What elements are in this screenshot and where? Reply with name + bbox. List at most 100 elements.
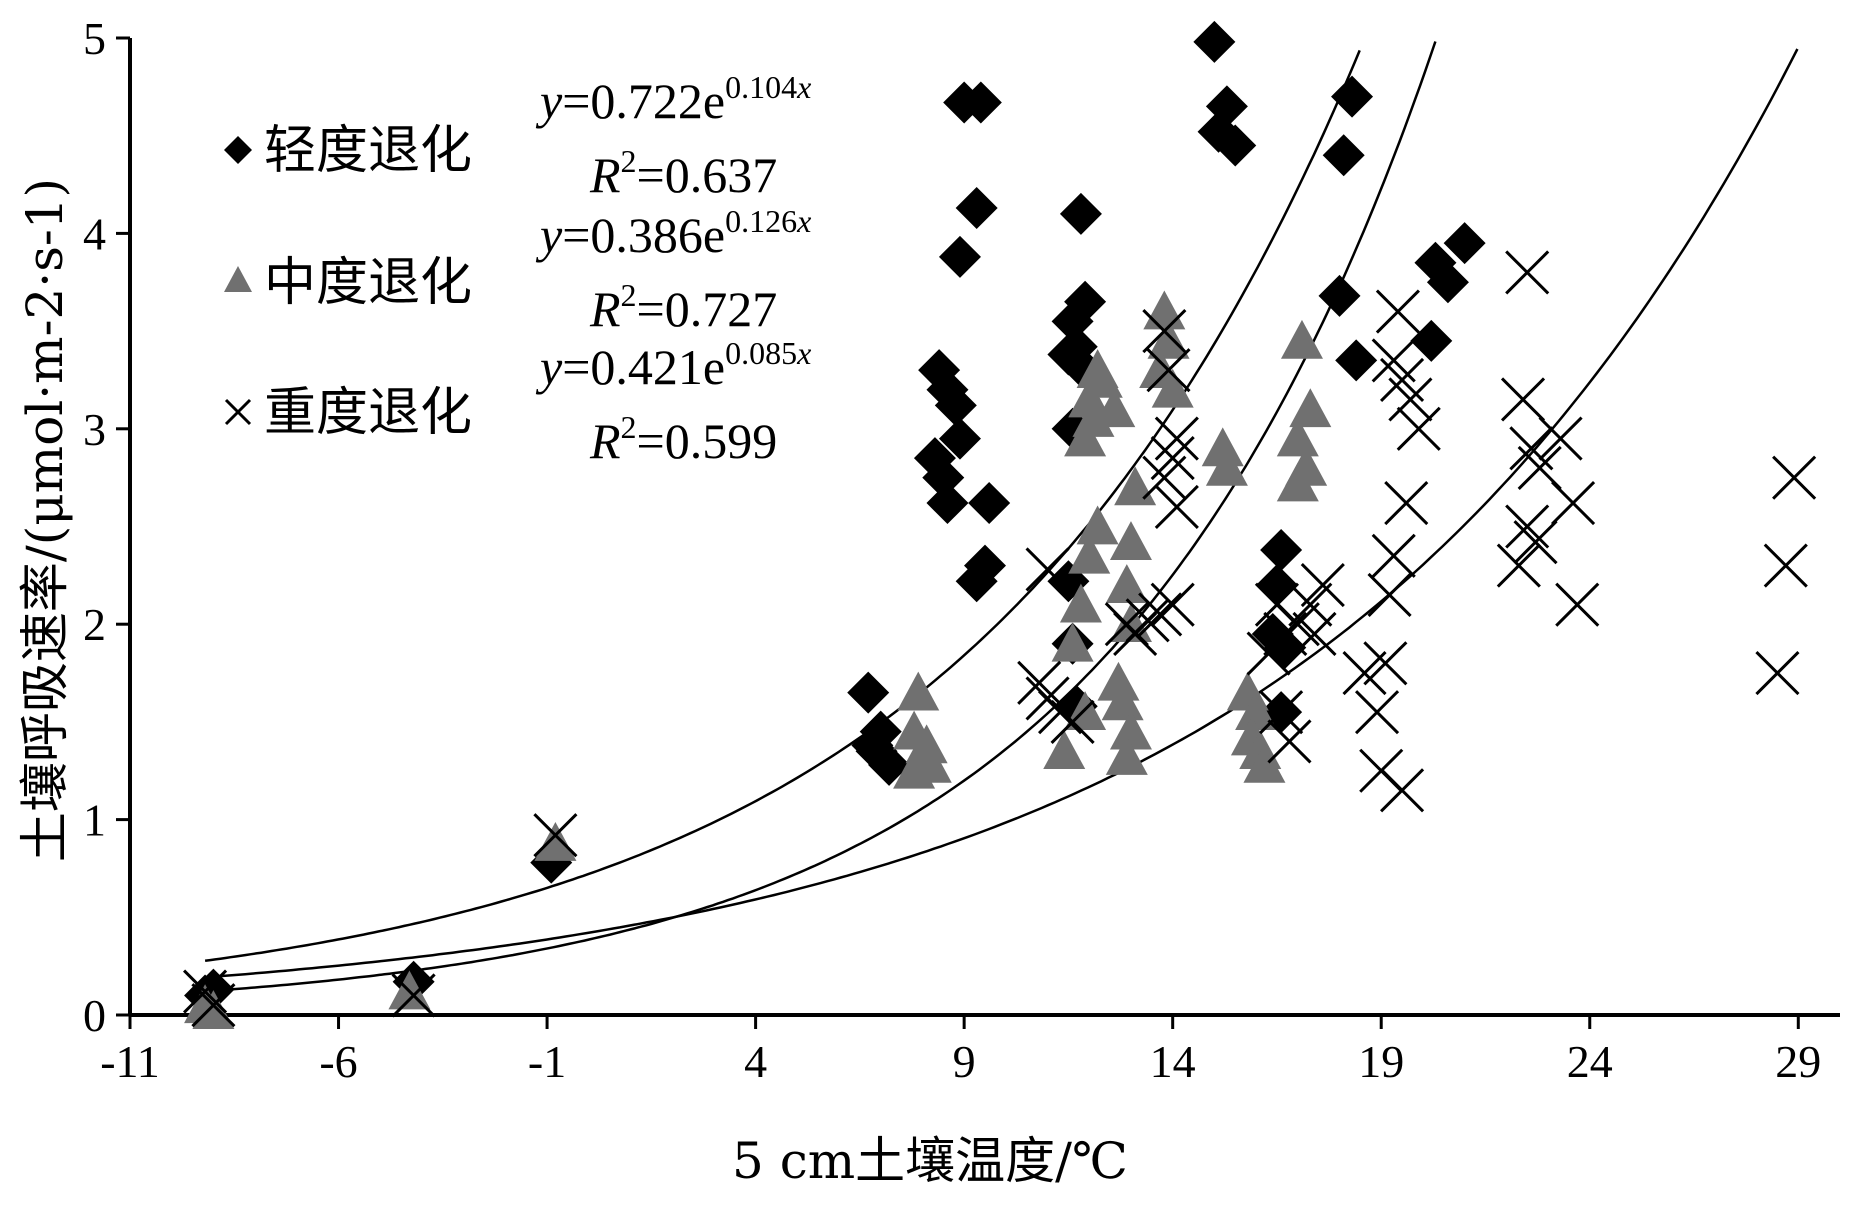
diamond-point bbox=[938, 235, 981, 278]
diamond-point bbox=[1322, 134, 1365, 177]
x-point bbox=[1017, 660, 1062, 705]
fit-curve-2 bbox=[204, 48, 1799, 979]
x-point bbox=[1142, 309, 1187, 354]
eq-severe-r2: =0.599 bbox=[637, 413, 778, 469]
triangle-point bbox=[1051, 622, 1094, 662]
x-tick-label: 24 bbox=[1567, 1036, 1613, 1087]
triangle-point bbox=[1072, 398, 1115, 437]
eq-mild-r-sup: 2 bbox=[621, 143, 637, 179]
x-point bbox=[391, 973, 436, 1018]
x-point bbox=[1125, 598, 1170, 643]
triangle-marker-icon bbox=[224, 266, 252, 292]
x-point bbox=[1292, 611, 1337, 657]
svg-text:R2=0.637: R2=0.637 bbox=[589, 143, 777, 203]
svg-text:R2=0.727: R2=0.727 bbox=[589, 277, 777, 337]
triangle-point bbox=[1151, 368, 1194, 408]
triangle-point bbox=[1289, 388, 1332, 428]
triangle-point bbox=[1064, 417, 1107, 457]
x-tick-label: -6 bbox=[319, 1036, 357, 1087]
y-tick-label: 5 bbox=[83, 13, 106, 64]
diamond-marker-icon bbox=[224, 136, 252, 164]
x-point bbox=[1496, 543, 1541, 588]
equation-moderate: y=0.386e0.126x R2=0.727 bbox=[535, 203, 811, 337]
eq-mild-exp-x: x bbox=[796, 69, 811, 105]
eq-mild-formula: =0.722e bbox=[562, 73, 725, 129]
eq-severe-formula: =0.421e bbox=[562, 339, 725, 395]
x-point bbox=[1288, 582, 1333, 627]
triangle-point bbox=[897, 671, 940, 711]
x-point bbox=[1513, 520, 1558, 565]
eq-severe-r: R bbox=[589, 413, 621, 469]
x-point bbox=[1154, 416, 1199, 461]
triangle-point bbox=[1109, 710, 1152, 750]
triangle-point bbox=[1101, 681, 1144, 721]
triangle-point bbox=[1059, 583, 1102, 623]
y-axis-title: 土壤呼吸速率/(μmol·m-2·s-1) bbox=[16, 178, 74, 862]
y-tick-label: 2 bbox=[83, 599, 106, 650]
y-tick-label: 4 bbox=[83, 208, 106, 259]
triangle-point bbox=[1076, 505, 1119, 545]
x-axis-title: 5 cm土壤温度/℃ bbox=[732, 1132, 1128, 1190]
triangle-point bbox=[1043, 730, 1086, 770]
fit-curve-0 bbox=[204, 49, 1361, 963]
triangle-point bbox=[1243, 743, 1286, 783]
x-point bbox=[183, 969, 228, 1014]
triangle-point bbox=[1276, 417, 1319, 457]
svg-text:R2=0.599: R2=0.599 bbox=[589, 409, 777, 469]
x-tick-label: 4 bbox=[744, 1036, 767, 1087]
x-point bbox=[1555, 582, 1600, 627]
triangle-point bbox=[909, 743, 952, 783]
eq-moderate-y: y bbox=[535, 207, 563, 263]
x-point bbox=[1772, 455, 1817, 500]
x-point bbox=[1367, 572, 1412, 617]
diamond-point bbox=[1193, 20, 1236, 63]
triangle-point bbox=[1276, 462, 1319, 502]
equation-severe: y=0.421e0.085x R2=0.599 bbox=[535, 335, 811, 469]
diamond-point bbox=[1426, 261, 1469, 304]
x-point bbox=[1505, 504, 1550, 549]
diamond-point bbox=[955, 186, 998, 229]
diamond-point bbox=[934, 384, 977, 427]
x-point bbox=[1384, 480, 1429, 526]
triangle-point bbox=[1105, 564, 1148, 603]
diamond-point bbox=[1410, 319, 1453, 362]
triangle-point bbox=[1147, 319, 1190, 359]
plot-frame bbox=[128, 38, 1840, 1017]
x-marker-icon bbox=[224, 398, 252, 426]
x-point bbox=[1371, 533, 1416, 578]
triangle-point bbox=[1097, 661, 1140, 701]
diamond-point bbox=[968, 482, 1011, 525]
x-tick-label: 29 bbox=[1775, 1036, 1821, 1087]
diamond-point bbox=[955, 560, 998, 603]
triangle-point bbox=[1201, 427, 1244, 467]
diamond-point bbox=[1051, 300, 1094, 343]
diamond-point bbox=[1059, 192, 1102, 235]
x-point bbox=[1138, 592, 1183, 637]
x-point bbox=[1154, 484, 1199, 530]
triangle-point bbox=[1068, 534, 1111, 574]
diamond-point bbox=[938, 417, 981, 460]
series-1-points bbox=[184, 290, 1332, 1029]
x-tick-label: -1 bbox=[528, 1036, 566, 1087]
diamond-point bbox=[1318, 274, 1361, 317]
triangle-point bbox=[1205, 446, 1248, 486]
x-tick-label: 14 bbox=[1150, 1036, 1196, 1087]
ticks-layer: -11 -6 -1 4 9 14 19 24 29 0 1 2 3 4 5 bbox=[83, 13, 1821, 1087]
diamond-point bbox=[1214, 124, 1257, 167]
x-point bbox=[1146, 348, 1191, 393]
x-point bbox=[1500, 377, 1546, 422]
diamond-point bbox=[926, 482, 969, 525]
legend-item-mild: 轻度退化 bbox=[224, 121, 472, 181]
x-tick-label: -11 bbox=[100, 1036, 160, 1087]
x-point bbox=[1150, 582, 1195, 627]
eq-moderate-r2: =0.727 bbox=[637, 281, 778, 337]
eq-moderate-r-sup: 2 bbox=[621, 277, 637, 313]
eq-moderate-exp-x: x bbox=[796, 203, 811, 239]
eq-moderate-formula: =0.386e bbox=[562, 207, 725, 263]
triangle-point bbox=[1235, 691, 1278, 730]
x-point bbox=[1354, 690, 1400, 735]
x-point bbox=[1259, 690, 1304, 735]
x-point bbox=[1551, 480, 1596, 526]
triangle-point bbox=[1068, 378, 1111, 418]
